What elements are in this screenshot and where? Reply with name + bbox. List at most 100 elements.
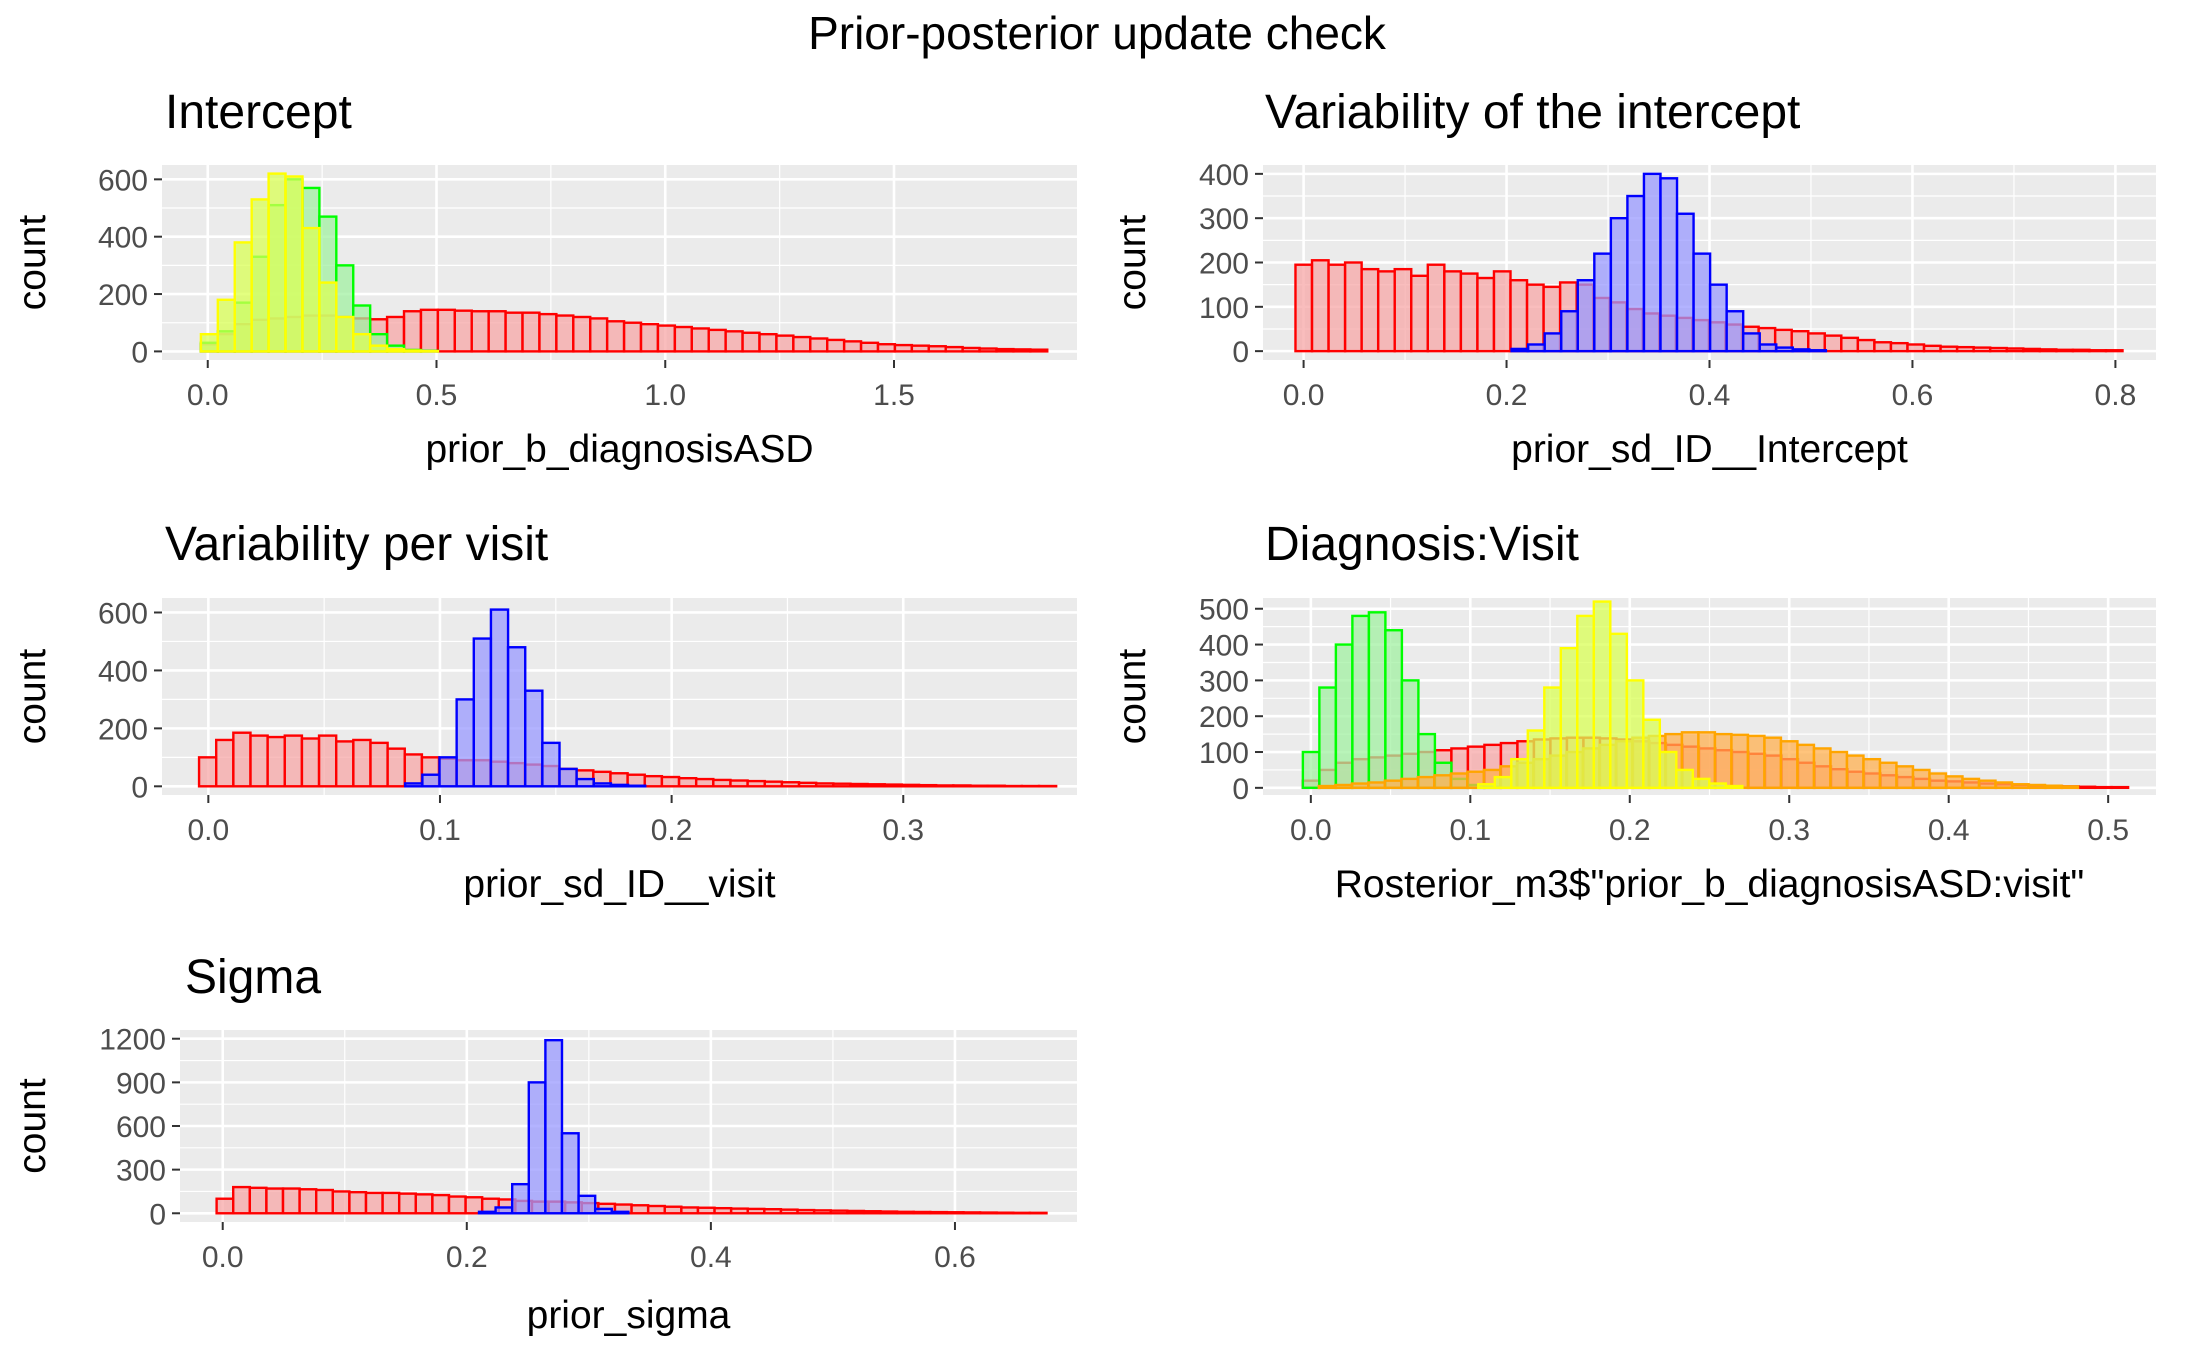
histogram-bar — [1692, 252, 1712, 353]
x-tick-label: 0.2 — [446, 1241, 488, 1274]
histogram-bar — [1675, 212, 1695, 353]
histogram-bar — [2005, 347, 2025, 353]
histogram-bar — [1609, 632, 1629, 790]
histogram-bar — [248, 1186, 268, 1215]
histogram-bar — [1383, 779, 1403, 790]
histogram-bar — [1593, 252, 1613, 353]
series-blue — [404, 608, 647, 788]
panel-title: Variability per visit — [165, 518, 548, 571]
histogram-bar — [1807, 332, 1826, 353]
histogram-bar — [1477, 783, 1496, 790]
histogram-bar — [1343, 261, 1363, 353]
histogram-bar — [1977, 779, 1997, 790]
histogram-bar — [630, 1204, 650, 1215]
histogram-bar — [369, 741, 389, 788]
histogram-bar — [677, 776, 698, 788]
histogram-bar — [249, 734, 269, 788]
histogram-bar — [646, 1204, 666, 1215]
histogram-bar — [729, 1207, 749, 1215]
histogram-bar — [912, 1210, 932, 1215]
histogram-bar — [1829, 750, 1849, 790]
histogram-bar — [284, 175, 304, 353]
histogram-bar — [1426, 263, 1446, 353]
histogram-bar — [707, 328, 727, 353]
histogram-bar — [927, 345, 947, 353]
histogram-bar — [763, 780, 784, 788]
histogram-bar — [779, 1208, 799, 1215]
panel-title: Intercept — [165, 86, 352, 139]
histogram-bar — [1713, 732, 1733, 790]
histogram-bar — [809, 337, 829, 353]
histogram-bar — [215, 738, 235, 788]
histogram-bar — [1845, 754, 1865, 790]
x-axis-label: Rosterior_m3$"prior_b_diagnosisASD:visit… — [1335, 863, 2085, 906]
histogram-bar — [796, 1208, 816, 1215]
histogram-bar — [215, 1197, 235, 1215]
histogram-bar — [352, 738, 372, 788]
y-tick-label: 200 — [1199, 248, 1249, 281]
histogram-bar — [504, 311, 524, 353]
histogram-bar — [419, 308, 440, 353]
histogram-bar — [792, 335, 812, 353]
histogram-bar — [267, 172, 287, 353]
x-tick-label: 0.0 — [187, 379, 229, 412]
x-tick-label: 0.0 — [187, 814, 229, 847]
histogram-bar — [575, 777, 595, 788]
histogram-bar — [962, 1211, 982, 1215]
histogram-bar — [849, 782, 869, 788]
histogram-bar — [626, 784, 647, 788]
series-blue — [1510, 172, 1828, 353]
histogram-bar — [1592, 600, 1612, 790]
x-tick-label: 0.6 — [934, 1241, 976, 1274]
histogram-bar — [859, 341, 880, 353]
histogram-bar — [1476, 276, 1496, 353]
y-tick-label: 0 — [1232, 773, 1249, 806]
histogram-bar — [1862, 757, 1882, 790]
histogram-bar — [862, 1210, 882, 1215]
histogram-bar — [1790, 329, 1810, 353]
x-tick-label: 0.0 — [202, 1241, 244, 1274]
histogram-bar — [298, 1188, 318, 1215]
histogram-bar — [233, 241, 253, 353]
y-tick-label: 100 — [1199, 737, 1249, 770]
histogram-bar — [402, 349, 423, 353]
histogram-bar — [431, 1193, 451, 1215]
x-tick-label: 1.5 — [873, 379, 915, 412]
histogram-bar — [521, 311, 541, 353]
histogram-bar — [797, 781, 818, 788]
histogram-bar — [660, 775, 681, 788]
histogram-bar — [712, 778, 732, 788]
histogram-bar — [1400, 777, 1420, 790]
histogram-bar — [2038, 348, 2058, 353]
histogram-bar — [934, 784, 955, 788]
histogram-bar — [1510, 757, 1529, 790]
histogram-bar — [1796, 743, 1816, 790]
histogram-bar — [2088, 349, 2108, 353]
y-tick-label: 900 — [116, 1067, 166, 1100]
histogram-bar — [1543, 686, 1562, 790]
histogram-bar — [541, 741, 561, 788]
histogram-bar — [421, 773, 441, 788]
histogram-bar — [1310, 259, 1330, 353]
histogram-bar — [1724, 784, 1744, 790]
histogram-bar — [995, 347, 1015, 353]
histogram-bar — [1675, 768, 1695, 790]
histogram-bar — [1294, 263, 1314, 353]
histogram-bar — [199, 332, 220, 353]
histogram-bar — [2027, 783, 2047, 790]
histogram-bar — [1526, 343, 1546, 353]
histogram-bar — [2110, 785, 2130, 790]
y-tick-label: 300 — [116, 1155, 166, 1188]
histogram-bar — [1376, 270, 1396, 353]
histogram-bar — [879, 1210, 899, 1215]
histogram-bar — [1642, 718, 1662, 790]
histogram-bar — [1576, 279, 1596, 353]
histogram-bar — [317, 734, 338, 788]
histogram-bar — [2010, 783, 2030, 790]
x-axis-label: prior_sigma — [527, 1294, 731, 1337]
panel-title: Diagnosis:Visit — [1265, 518, 1579, 571]
histogram-bar — [1526, 729, 1546, 790]
histogram-bar — [453, 309, 473, 353]
y-axis-label: count — [11, 649, 54, 745]
histogram-bar — [1350, 782, 1370, 790]
